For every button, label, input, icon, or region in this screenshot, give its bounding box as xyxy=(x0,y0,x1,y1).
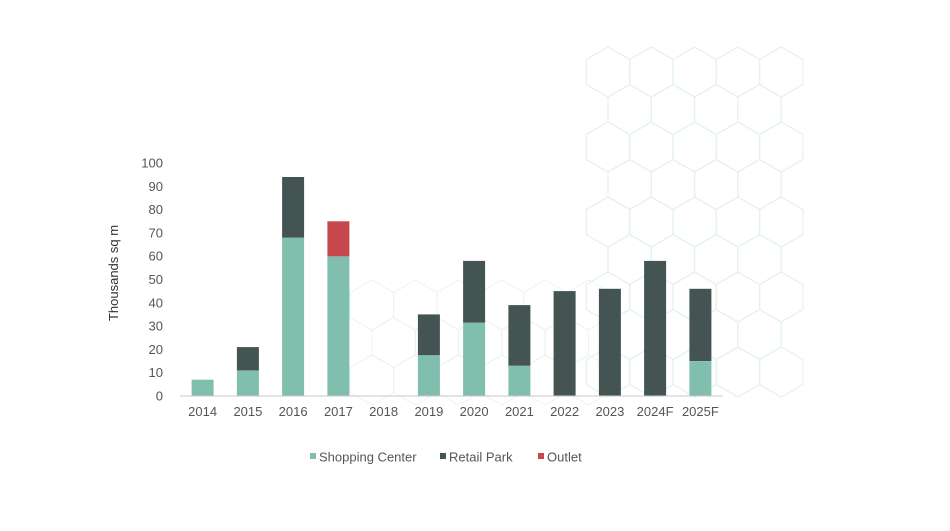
y-tick-label: 50 xyxy=(149,272,163,287)
y-tick-label: 90 xyxy=(149,179,163,194)
x-tick-label: 2019 xyxy=(414,404,443,419)
legend-label: Shopping Center xyxy=(319,450,417,465)
legend-label: Outlet xyxy=(547,450,582,465)
bar-segment-shopping-center xyxy=(282,237,305,396)
y-axis-tick-labels: 0 10 20 30 40 50 60 70 80 90 100 xyxy=(141,156,163,404)
bar-segment-retail-park xyxy=(553,291,576,396)
x-tick-label: 2014 xyxy=(188,404,217,419)
x-tick-label: 2025F xyxy=(682,404,719,419)
legend-swatch xyxy=(310,453,316,459)
bar-segment-retail-park xyxy=(236,347,259,371)
bar-segment-retail-park xyxy=(598,288,621,396)
y-tick-label: 80 xyxy=(149,202,163,217)
y-tick-label: 40 xyxy=(149,295,163,310)
x-axis-tick-labels: 2014 2015 2016 2017 2018 2019 2020 2021 2022 2023… xyxy=(188,404,719,419)
y-tick-label: 70 xyxy=(149,225,163,240)
legend: Shopping Center Retail Park Outlet xyxy=(310,450,582,465)
bar-segment-retail-park xyxy=(644,260,667,396)
bar-segment-shopping-center xyxy=(236,370,259,396)
bar-segment-retail-park xyxy=(417,314,440,356)
hexagon-shape xyxy=(759,346,804,398)
bar-segment-outlet xyxy=(327,221,350,257)
x-tick-label: 2022 xyxy=(550,404,579,419)
x-tick-label: 2023 xyxy=(595,404,624,419)
x-tick-label: 2024F xyxy=(637,404,674,419)
y-tick-label: 10 xyxy=(149,365,163,380)
x-tick-label: 2020 xyxy=(460,404,489,419)
bar-segment-shopping-center xyxy=(191,379,214,396)
y-tick-label: 0 xyxy=(156,389,163,404)
bar-segment-shopping-center xyxy=(689,361,712,396)
y-tick-label: 30 xyxy=(149,319,163,334)
bar-segment-retail-park xyxy=(282,177,305,238)
x-tick-label: 2021 xyxy=(505,404,534,419)
y-tick-label: 20 xyxy=(149,342,163,357)
x-tick-label: 2016 xyxy=(279,404,308,419)
y-tick-label: 100 xyxy=(141,156,163,171)
x-tick-label: 2017 xyxy=(324,404,353,419)
bar-series-group xyxy=(191,177,712,396)
bar-segment-retail-park xyxy=(508,305,531,366)
y-axis-title: Thousands sq m xyxy=(106,225,121,321)
bar-segment-shopping-center xyxy=(327,256,350,396)
bar-segment-shopping-center xyxy=(508,365,531,396)
bar-segment-retail-park xyxy=(463,260,486,323)
x-tick-label: 2015 xyxy=(233,404,262,419)
bar-segment-shopping-center xyxy=(463,322,486,396)
bar-segment-shopping-center xyxy=(417,355,440,396)
y-tick-label: 60 xyxy=(149,249,163,264)
x-tick-label: 2018 xyxy=(369,404,398,419)
legend-swatch xyxy=(440,453,446,459)
bar-segment-retail-park xyxy=(689,288,712,361)
legend-label: Retail Park xyxy=(449,450,513,465)
legend-swatch xyxy=(538,453,544,459)
